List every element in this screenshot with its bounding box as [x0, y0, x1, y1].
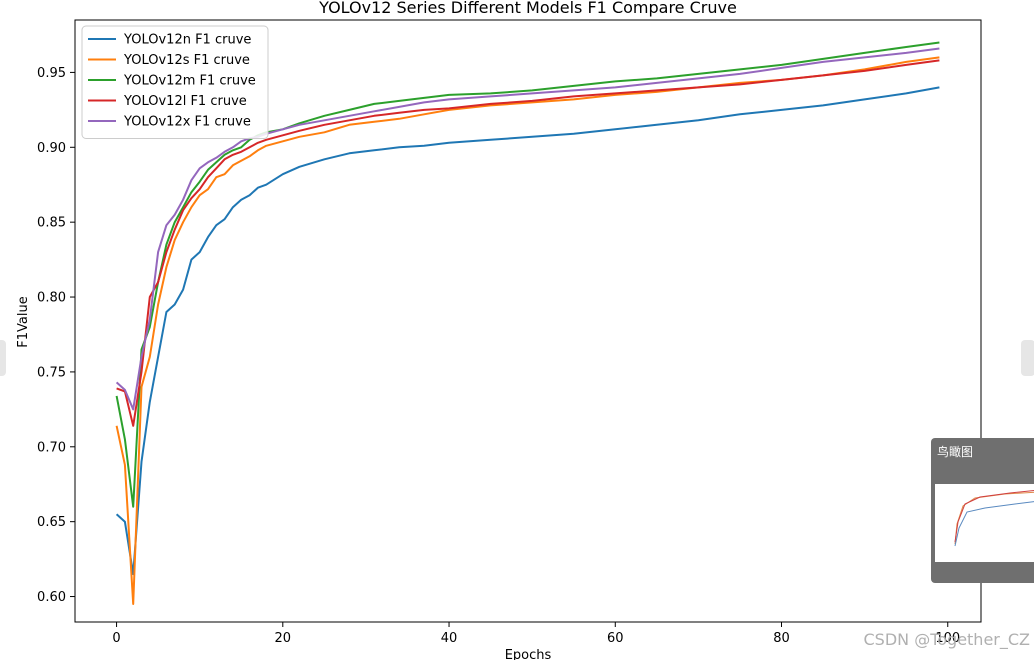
- y-tick-label: 0.80: [37, 291, 66, 306]
- watermark: CSDN @Together_CZ: [863, 630, 1030, 649]
- y-axis-label: F1Value: [16, 296, 31, 347]
- right-scroll-handle[interactable]: [1021, 340, 1034, 376]
- birdseye-panel[interactable]: 鸟瞰图: [931, 438, 1034, 583]
- legend-label: YOLOv12m F1 cruve: [123, 74, 256, 89]
- legend-label: YOLOv12l F1 cruve: [123, 94, 247, 109]
- y-tick-label: 0.65: [37, 515, 66, 530]
- plot-area: [74, 19, 982, 623]
- x-tick-label: 0: [112, 631, 120, 646]
- series-line: [115, 56, 940, 605]
- series-line: [115, 86, 940, 576]
- legend-box: [81, 25, 269, 139]
- x-tick-label: 20: [275, 631, 292, 646]
- x-tick-label: 40: [441, 631, 458, 646]
- legend: YOLOv12n F1 cruve YOLOv12s F1 cruve YOLOv1…: [81, 25, 269, 139]
- legend-label: YOLOv12n F1 cruve: [123, 33, 251, 48]
- y-tick-label: 0.90: [37, 141, 66, 156]
- series-line: [116, 59, 940, 427]
- y-tick-label: 0.70: [37, 440, 66, 455]
- birdseye-preview-icon: [954, 490, 1034, 547]
- chart-title: YOLOv12 Series Different Models F1 Compa…: [318, 0, 737, 17]
- birdseye-thumbnail[interactable]: [935, 484, 1034, 562]
- x-tick-label: 100: [935, 631, 960, 646]
- x-tick-label: 80: [773, 631, 790, 646]
- y-tick-label: 0.75: [37, 365, 66, 380]
- y-tick-label: 0.85: [37, 216, 66, 231]
- birdseye-title: 鸟瞰图: [937, 445, 974, 459]
- left-scroll-handle[interactable]: [0, 340, 6, 376]
- x-tick-label: 60: [607, 631, 624, 646]
- x-axis-label: Epochs: [505, 648, 552, 660]
- y-tick-label: 0.60: [37, 590, 66, 605]
- y-tick-label: 0.95: [37, 66, 66, 81]
- legend-label: YOLOv12x F1 cruve: [123, 115, 251, 130]
- legend-label: YOLOv12s F1 cruve: [123, 53, 250, 68]
- series-line: [115, 47, 940, 411]
